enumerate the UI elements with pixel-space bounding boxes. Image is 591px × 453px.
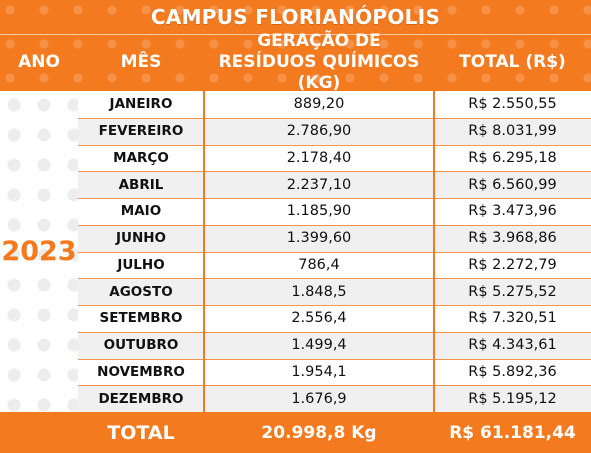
waste-cell: 1.185,90 (286, 203, 352, 220)
row-divider (78, 305, 591, 306)
header-ano: ANO (18, 51, 60, 72)
month-cell: NOVEMBRO (97, 363, 185, 380)
cost-cell: R$ 6.560,99 (468, 176, 557, 193)
cost-cell: R$ 8.031,99 (468, 123, 557, 140)
month-cell: MAIO (120, 203, 162, 220)
table-row: AGOSTO 1.848,5 R$ 5.275,52 (78, 278, 591, 305)
table-row: MARÇO 2.178,40 R$ 6.295,18 (78, 145, 591, 172)
year-cell-pattern (0, 91, 78, 412)
cost-cell: R$ 7.320,51 (468, 310, 557, 327)
header-mes: MÊS (120, 51, 162, 72)
cost-cell: R$ 2.550,55 (468, 96, 557, 113)
footer-total-label: TOTAL (107, 421, 175, 444)
waste-cell: 2.556,4 (291, 310, 347, 327)
cost-cell: R$ 3.968,86 (468, 230, 557, 247)
waste-cell: 1.954,1 (291, 363, 347, 380)
cost-cell: R$ 5.275,52 (468, 283, 557, 300)
page-title: CAMPUS FLORIANÓPOLIS (150, 5, 441, 29)
table-row: SETEMBRO 2.556,4 R$ 7.320,51 (78, 305, 591, 332)
row-divider (78, 198, 591, 199)
table-row: JUNHO 1.399,60 R$ 3.968,86 (78, 224, 591, 252)
month-cell: JANEIRO (109, 96, 173, 113)
month-cell: JUNHO (115, 230, 167, 247)
table-row: MAIO 1.185,90 R$ 3.473,96 (78, 198, 591, 225)
month-cell: ABRIL (118, 176, 164, 193)
row-divider (78, 278, 591, 280)
header-geracao-line1: GERAÇÃO DE (257, 30, 381, 51)
column-divider (433, 91, 435, 412)
waste-cell: 2.178,40 (286, 149, 352, 166)
row-divider (78, 144, 591, 146)
row-divider (78, 171, 591, 173)
footer-total-value: R$ 61.181,44 (449, 422, 576, 443)
table-row: ABRIL 2.237,10 R$ 6.560,99 (78, 171, 591, 198)
row-divider (78, 224, 591, 226)
title-divider (0, 34, 591, 35)
waste-cell: 1.399,60 (286, 230, 352, 247)
table-row: FEVEREIRO 2.786,90 R$ 8.031,99 (78, 117, 591, 145)
column-divider (203, 91, 205, 412)
row-divider (78, 331, 591, 333)
header-total: TOTAL (R$) (459, 51, 566, 72)
waste-cell: 1.848,5 (291, 283, 347, 300)
footer-total-geracao: 20.998,8 Kg (261, 422, 377, 443)
cost-cell: R$ 5.892,36 (468, 363, 557, 380)
table-row: JANEIRO 889,20 R$ 2.550,55 (78, 91, 591, 118)
month-cell: JULHO (117, 256, 165, 273)
waste-cell: 786,4 (298, 256, 340, 273)
table-row: NOVEMBRO 1.954,1 R$ 5.892,36 (78, 359, 591, 386)
month-cell: FEVEREIRO (98, 123, 184, 140)
month-cell: OUTUBRO (103, 337, 179, 354)
waste-cell: 2.786,90 (286, 123, 352, 140)
cost-cell: R$ 2.272,79 (468, 256, 557, 273)
table-row: OUTUBRO 1.499,4 R$ 4.343,61 (78, 331, 591, 359)
month-cell: SETEMBRO (99, 310, 183, 327)
month-cell: AGOSTO (109, 283, 173, 300)
row-divider (78, 358, 591, 360)
month-cell: MARÇO (113, 149, 169, 166)
header-geracao: GERAÇÃO DE RESÍDUOS QUÍMICOS (KG) (204, 30, 434, 94)
cost-cell: R$ 6.295,18 (468, 149, 557, 166)
row-divider (78, 117, 591, 119)
cost-cell: R$ 5.195,12 (468, 390, 557, 407)
cost-cell: R$ 4.343,61 (468, 337, 557, 354)
table-row: JULHO 786,4 R$ 2.272,79 (78, 252, 591, 279)
cost-cell: R$ 3.473,96 (468, 203, 557, 220)
waste-cell: 1.499,4 (291, 337, 347, 354)
waste-cell: 1.676,9 (291, 390, 347, 407)
row-divider (78, 251, 591, 253)
year-cell: 2023 (0, 91, 78, 412)
footer-bar (0, 412, 591, 453)
header-geracao-line2: RESÍDUOS QUÍMICOS (KG) (218, 51, 420, 94)
waste-cell: 889,20 (293, 96, 345, 113)
row-divider (78, 385, 591, 387)
month-cell: DEZEMBRO (98, 390, 184, 407)
year-label: 2023 (1, 236, 77, 267)
table-row: DEZEMBRO 1.676,9 R$ 5.195,12 (78, 385, 591, 412)
waste-cell: 2.237,10 (286, 176, 352, 193)
